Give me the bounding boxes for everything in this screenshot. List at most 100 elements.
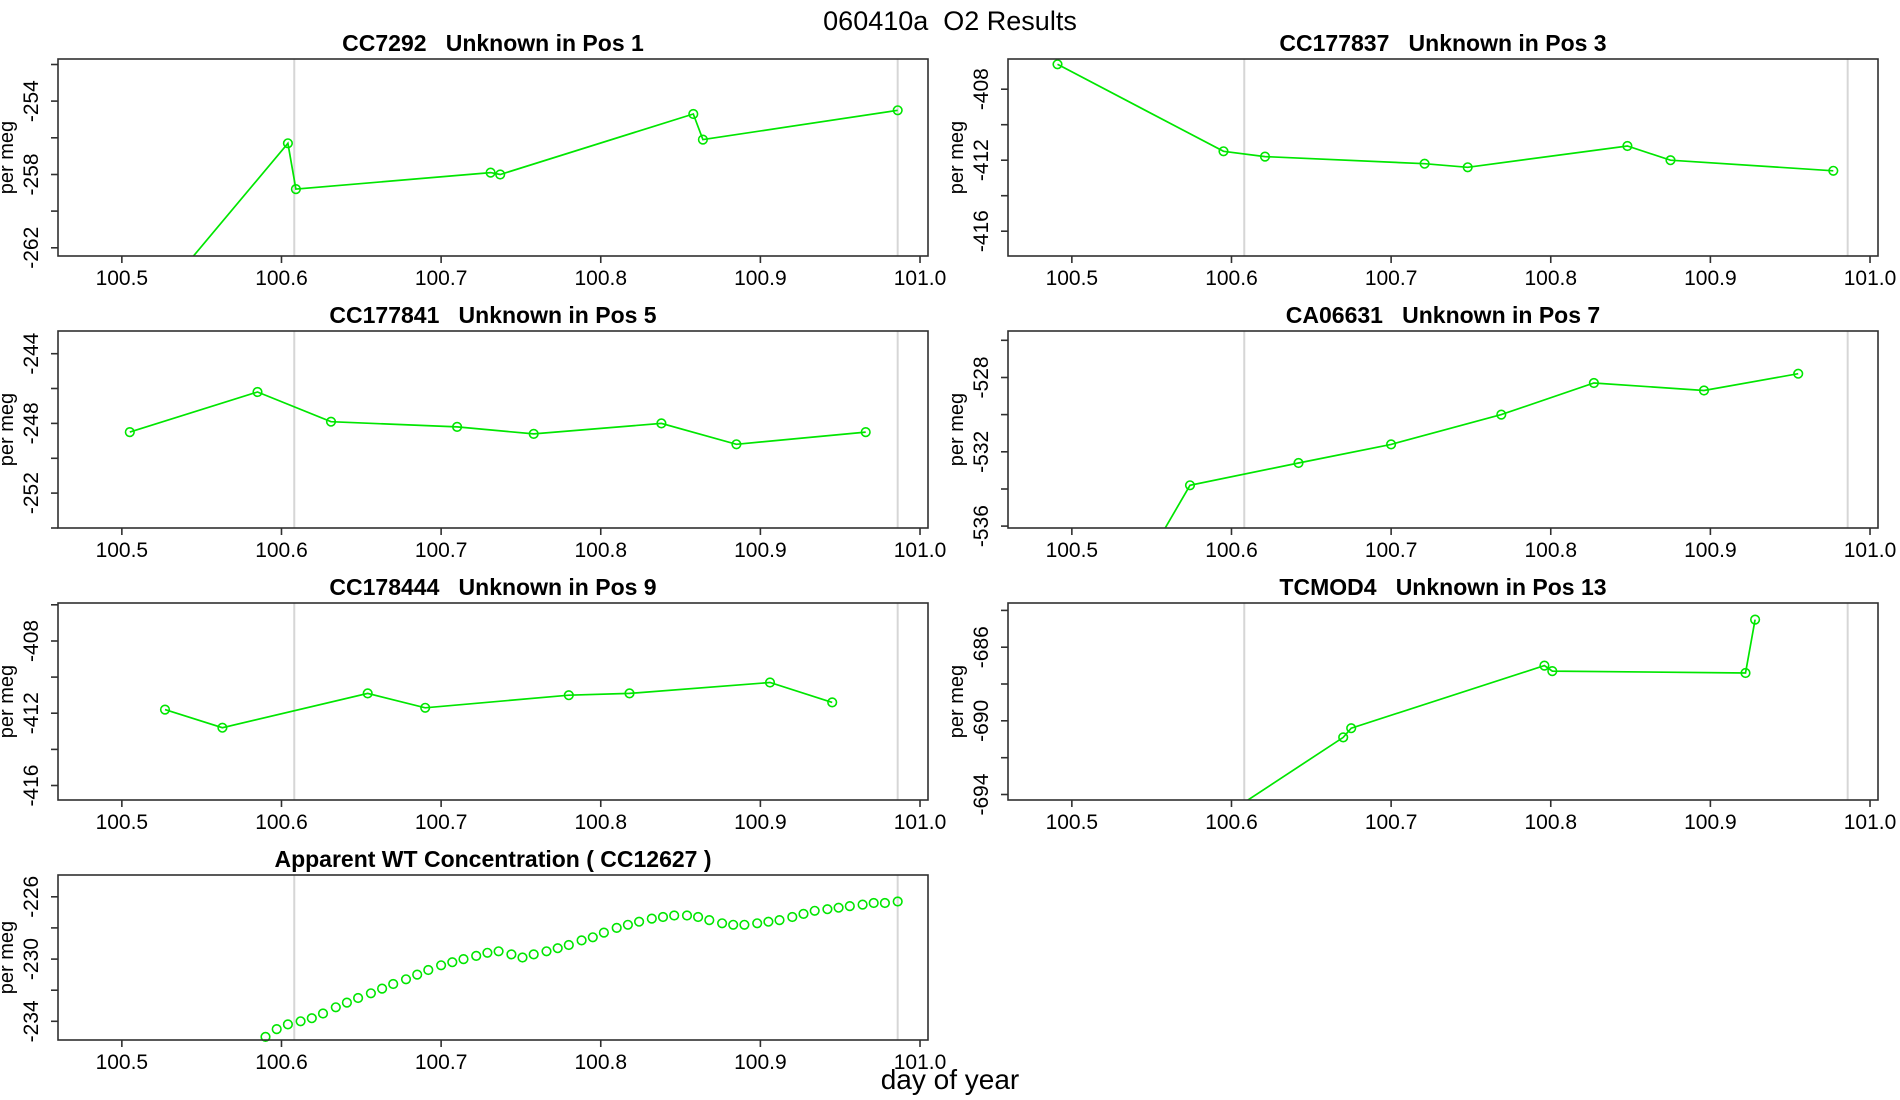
x-tick-label: 101.0 xyxy=(894,1051,947,1074)
series-line xyxy=(164,681,833,729)
data-point-marker xyxy=(879,897,891,909)
y-tick-label: -694 xyxy=(970,773,993,815)
y-tick-label: -416 xyxy=(20,765,43,807)
x-tick-label: 101.0 xyxy=(894,811,947,834)
data-point-marker xyxy=(1665,155,1676,166)
grid-lines xyxy=(293,331,899,528)
data-series xyxy=(1052,59,1839,176)
data-point-marker xyxy=(541,946,552,957)
data-point-marker xyxy=(1793,368,1804,379)
data-point-marker xyxy=(1588,377,1600,389)
data-point-marker xyxy=(306,1013,317,1024)
x-tick-label: 101.0 xyxy=(1844,267,1897,290)
data-point-marker xyxy=(341,997,353,1008)
grid-lines xyxy=(1243,331,1849,528)
series-line xyxy=(1057,63,1834,172)
grid-lines xyxy=(293,875,899,1040)
grid-lines xyxy=(1243,59,1849,256)
x-tick-label: 100.7 xyxy=(1365,267,1418,290)
data-point-marker xyxy=(1218,146,1229,157)
data-point-marker xyxy=(1622,140,1633,152)
data-point-marker xyxy=(1293,457,1304,469)
x-tick-label: 100.7 xyxy=(415,539,468,562)
data-point-marker xyxy=(892,105,903,116)
data-point-marker xyxy=(400,974,412,985)
x-tick-label: 100.7 xyxy=(1365,539,1418,562)
y-tick-label: -408 xyxy=(970,68,993,110)
panel-title: CC177837 Unknown in Pos 3 xyxy=(1279,30,1606,56)
data-point-marker xyxy=(458,953,469,965)
grid-lines xyxy=(293,603,899,800)
data-point-marker xyxy=(493,946,504,957)
y-axis-title: per meg xyxy=(950,121,968,194)
y-tick-label: -690 xyxy=(970,700,993,742)
panel-title: Apparent WT Concentration ( CC12627 ) xyxy=(274,846,711,872)
x-tick-label: 100.8 xyxy=(1524,539,1577,562)
data-point-marker xyxy=(436,960,447,971)
data-point-marker xyxy=(217,722,228,733)
data-series xyxy=(124,386,871,450)
data-point-marker xyxy=(1338,732,1349,743)
y-tick-label: -230 xyxy=(20,938,43,980)
series-line xyxy=(129,391,866,446)
data-point-marker xyxy=(282,1019,294,1030)
data-point-marker xyxy=(739,919,750,930)
data-point-marker xyxy=(868,897,879,909)
plot-box xyxy=(57,602,929,801)
panel-CC7292: 100.5 100.6 100.7 100.8 100.9 101.0-262-258-2… xyxy=(0,30,947,290)
x-tick-label: 100.5 xyxy=(96,811,149,834)
x-tick-label: 100.6 xyxy=(255,267,308,290)
data-point-marker xyxy=(860,427,871,438)
panel-CC12627: 100.5 100.6 100.7 100.8 100.9 101.0-234-230-2… xyxy=(0,846,947,1074)
panel-title: CC178444 Unknown in Pos 9 xyxy=(329,574,656,600)
grid-lines xyxy=(1243,603,1849,800)
data-point-marker xyxy=(728,919,739,930)
y-tick-label: -234 xyxy=(20,1000,43,1042)
data-point-marker xyxy=(633,916,645,927)
data-point-marker xyxy=(495,169,506,180)
data-point-marker xyxy=(787,911,798,923)
y-axis-title: per meg xyxy=(0,921,18,994)
data-point-marker xyxy=(471,950,482,961)
x-tick-label: 100.9 xyxy=(734,267,787,290)
data-series xyxy=(159,677,838,733)
plot-box xyxy=(1007,58,1879,257)
x-tick-label: 100.7 xyxy=(415,1051,468,1074)
data-point-marker xyxy=(1419,158,1430,169)
data-point-marker xyxy=(697,134,709,145)
data-point-marker xyxy=(412,969,423,980)
y-tick-label: -254 xyxy=(20,80,43,122)
x-tick-label: 100.8 xyxy=(574,267,627,290)
data-point-marker xyxy=(563,939,574,951)
x-tick-label: 100.6 xyxy=(255,811,308,834)
data-point-marker xyxy=(377,983,388,994)
x-tick-label: 100.9 xyxy=(734,1051,787,1074)
plot-box xyxy=(57,874,929,1041)
data-point-marker xyxy=(1052,59,1063,70)
x-tick-label: 101.0 xyxy=(894,267,947,290)
grid-lines xyxy=(293,59,899,256)
data-point-marker xyxy=(656,418,667,429)
data-point-marker xyxy=(844,900,855,912)
data-point-marker xyxy=(1346,723,1357,734)
plot-box xyxy=(1007,602,1879,801)
x-tick-label: 100.6 xyxy=(1205,811,1258,834)
x-tick-label: 100.5 xyxy=(1046,267,1099,290)
x-tick-label: 100.7 xyxy=(1365,811,1418,834)
data-point-marker xyxy=(528,428,539,439)
x-tick-label: 100.9 xyxy=(1684,267,1737,290)
y-axis: -416 -412 -408 xyxy=(970,68,1008,252)
data-point-marker xyxy=(1496,409,1507,420)
x-tick-label: 100.5 xyxy=(1046,811,1099,834)
data-point-marker xyxy=(763,916,774,927)
x-tick-label: 101.0 xyxy=(1844,539,1897,562)
data-point-marker xyxy=(447,957,458,968)
y-axis-title: per meg xyxy=(0,665,18,738)
x-tick-label: 100.6 xyxy=(255,539,308,562)
x-tick-label: 100.8 xyxy=(574,1051,627,1074)
y-axis: -234 -230 -226 xyxy=(20,876,58,1042)
data-point-marker xyxy=(1828,165,1839,176)
data-point-marker xyxy=(576,935,587,946)
data-point-marker xyxy=(528,949,539,960)
